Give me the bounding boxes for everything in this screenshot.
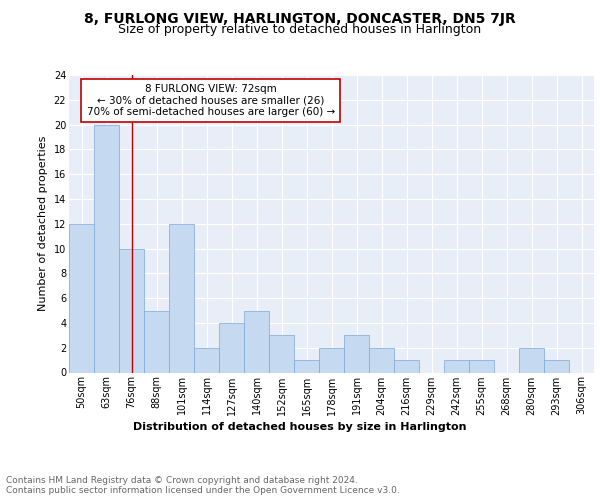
Bar [194, 348, 219, 372]
Bar [369, 348, 394, 372]
Bar [544, 360, 569, 372]
Bar [119, 248, 144, 372]
Bar [394, 360, 419, 372]
Bar [519, 348, 544, 372]
Bar [244, 310, 269, 372]
Text: 8, FURLONG VIEW, HARLINGTON, DONCASTER, DN5 7JR: 8, FURLONG VIEW, HARLINGTON, DONCASTER, … [84, 12, 516, 26]
Y-axis label: Number of detached properties: Number of detached properties [38, 136, 48, 312]
Bar [94, 124, 119, 372]
Bar [444, 360, 469, 372]
Text: Distribution of detached houses by size in Harlington: Distribution of detached houses by size … [133, 422, 467, 432]
Bar [144, 310, 169, 372]
Text: Contains HM Land Registry data © Crown copyright and database right 2024.
Contai: Contains HM Land Registry data © Crown c… [6, 476, 400, 495]
Text: Size of property relative to detached houses in Harlington: Size of property relative to detached ho… [118, 24, 482, 36]
Bar [169, 224, 194, 372]
Bar [69, 224, 94, 372]
Text: 8 FURLONG VIEW: 72sqm
← 30% of detached houses are smaller (26)
70% of semi-deta: 8 FURLONG VIEW: 72sqm ← 30% of detached … [86, 84, 335, 117]
Bar [269, 336, 294, 372]
Bar [344, 336, 369, 372]
Bar [219, 323, 244, 372]
Bar [469, 360, 494, 372]
Bar [294, 360, 319, 372]
Bar [319, 348, 344, 372]
